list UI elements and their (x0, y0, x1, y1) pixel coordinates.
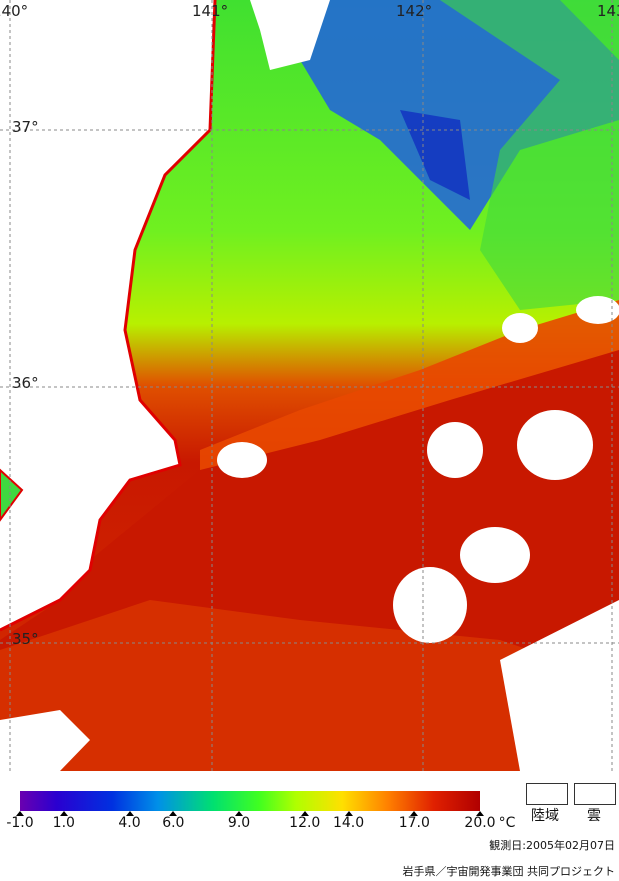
cloud (502, 313, 538, 343)
green-upper-right (440, 0, 619, 310)
credit-line: 岩手県／宇宙開発事業団 共同プロジェクト (402, 865, 616, 878)
lon-label-141: 141° (192, 2, 229, 20)
colorbar-tick-mark (169, 811, 178, 816)
colorbar-tick-mark (300, 811, 309, 816)
lat-label-35: 35° (12, 630, 39, 648)
cloud-swatch (574, 783, 616, 805)
cloud (427, 422, 483, 478)
colorbar-tick-mark (476, 811, 484, 816)
colorbar-tick-mark (410, 811, 419, 816)
colorbar-tick-mark (16, 811, 24, 816)
colorbar-tick-label: 20.0 (464, 815, 496, 831)
cloud-label: 雲 (587, 808, 601, 824)
coastal-green-spot (0, 468, 24, 522)
graticule (0, 0, 619, 771)
lon-label-143: 143° (597, 2, 619, 20)
colorbar-tick-mark (125, 811, 134, 816)
land-label: 陸域 (531, 808, 559, 824)
front-orange (200, 300, 619, 480)
colorbar-tick-label: -1.0 (6, 815, 34, 831)
cloud (250, 0, 330, 70)
coastline (0, 0, 217, 632)
colorbar-tick-mark (235, 811, 244, 816)
colorbar-tick-label: 9.0 (227, 815, 251, 831)
legend-panel: °C 陸域 雲 観測日:2005年02月07日 岩手県／宇宙開発事業団 共同プロ… (0, 771, 619, 881)
lat-label-37: 37° (12, 118, 39, 136)
colorbar-tick-mark (59, 811, 68, 816)
temperature-colorbar (20, 791, 480, 811)
sea-surface-temperature-map (0, 0, 619, 771)
cloud (517, 410, 593, 480)
cold-core (400, 110, 470, 200)
cloud (393, 567, 467, 643)
cloud (576, 296, 619, 324)
cloud (0, 710, 90, 771)
lat-label-36: 36° (12, 374, 39, 392)
colorbar-tick-label: 14.0 (332, 815, 365, 831)
colorbar-tick-mark (344, 811, 353, 816)
colorbar-tick-label: 17.0 (398, 815, 430, 831)
colorbar-unit: °C (498, 815, 516, 831)
colorbar-tick-label: 6.0 (162, 815, 185, 831)
cloud (217, 442, 267, 478)
land-swatch (526, 783, 568, 805)
colorbar-tick-label: 12.0 (289, 815, 321, 831)
observation-date: 観測日:2005年02月07日 (489, 839, 615, 852)
colorbar-tick-label: 4.0 (118, 815, 141, 831)
land-honshu (0, 0, 215, 630)
lon-label-142: 142° (396, 2, 433, 20)
cloud (460, 527, 530, 583)
lon-label-140: 140° (0, 2, 29, 20)
colorbar-tick-label: 1.0 (52, 815, 75, 831)
